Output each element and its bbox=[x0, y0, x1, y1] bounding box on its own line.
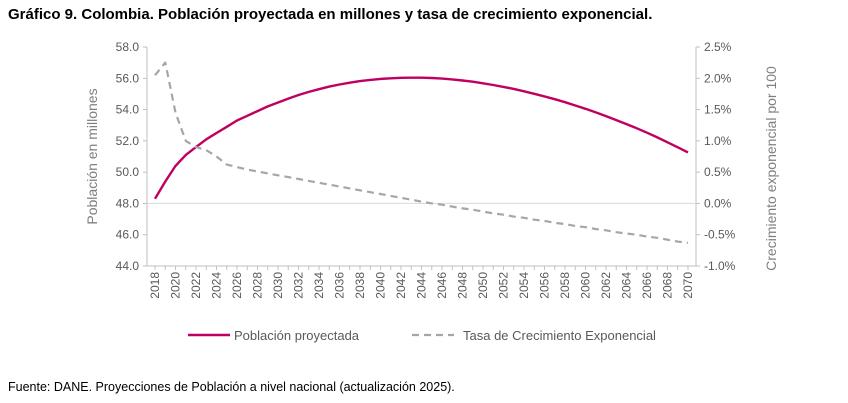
x-tick-label: 2018 bbox=[148, 272, 162, 299]
x-tick-label: 2038 bbox=[353, 272, 367, 299]
source-note: Fuente: DANE. Proyecciones de Población … bbox=[8, 380, 455, 394]
y-left-tick-label: 50.0 bbox=[116, 165, 140, 179]
x-tick-label: 2066 bbox=[640, 272, 654, 299]
growth-rate-line bbox=[154, 61, 689, 244]
y-right-tick-label: -0.5% bbox=[704, 228, 736, 242]
y-right-tick-label: 2.5% bbox=[704, 40, 732, 54]
y-right-tick-label: -1.0% bbox=[704, 259, 736, 273]
x-tick-label: 2064 bbox=[620, 272, 634, 299]
x-tick-label: 2028 bbox=[251, 272, 265, 299]
x-tick-label: 2022 bbox=[189, 272, 203, 299]
y-left-tick-label: 56.0 bbox=[116, 71, 140, 85]
x-tick-label: 2020 bbox=[169, 272, 183, 299]
y-right-tick-label: 0.0% bbox=[704, 196, 732, 210]
x-tick-label: 2036 bbox=[333, 272, 347, 299]
y-right-tick-label: 0.5% bbox=[704, 165, 732, 179]
y-left-tick-label: 58.0 bbox=[116, 40, 140, 54]
legend: Población proyectada Tasa de Crecimiento … bbox=[188, 328, 656, 343]
x-tick-label: 2034 bbox=[312, 272, 326, 299]
x-tick-label: 2026 bbox=[230, 272, 244, 299]
y-left-tick-label: 52.0 bbox=[116, 134, 140, 148]
x-tick-label: 2058 bbox=[558, 272, 572, 299]
x-tick-label: 2030 bbox=[271, 272, 285, 299]
x-tick-label: 2052 bbox=[497, 272, 511, 299]
x-tick-label: 2054 bbox=[517, 272, 531, 299]
chart-title: Gráfico 9. Colombia. Población proyectad… bbox=[8, 6, 653, 23]
x-tick-label: 2068 bbox=[661, 272, 675, 299]
y-left-tick-label: 46.0 bbox=[116, 228, 140, 242]
x-tick-label: 2044 bbox=[415, 272, 429, 299]
x-tick-label: 2040 bbox=[374, 272, 388, 299]
x-tick-label: 2050 bbox=[476, 272, 490, 299]
axes: 44.0 46.0 48.0 50.0 52.0 54.0 56.0 58.0 -1.0% -0.… bbox=[84, 40, 779, 299]
legend-label: Tasa de Crecimiento Exponencial bbox=[463, 328, 656, 343]
y-left-tick-label: 48.0 bbox=[116, 196, 140, 210]
y-right-tick-label: 2.0% bbox=[704, 71, 732, 85]
x-tick-label: 2046 bbox=[435, 272, 449, 299]
population-line bbox=[153, 76, 689, 200]
x-tick-label: 2070 bbox=[681, 272, 695, 299]
x-tick-label: 2024 bbox=[210, 272, 224, 299]
legend-label: Población proyectada bbox=[234, 328, 360, 343]
y-axis-left-title: Población en millones bbox=[84, 88, 100, 224]
series-group bbox=[153, 61, 689, 244]
x-tick-label: 2056 bbox=[538, 272, 552, 299]
y-right-tick-label: 1.5% bbox=[704, 103, 732, 117]
y-left-tick-label: 44.0 bbox=[116, 259, 140, 273]
y-left-tick-label: 54.0 bbox=[116, 103, 140, 117]
x-tick-label: 2060 bbox=[579, 272, 593, 299]
x-tick-label: 2032 bbox=[292, 272, 306, 299]
x-tick-label: 2042 bbox=[394, 272, 408, 299]
x-tick-label: 2048 bbox=[456, 272, 470, 299]
y-right-tick-label: 1.0% bbox=[704, 134, 732, 148]
y-axis-right-title: Crecimiento exponencial por 100 bbox=[763, 66, 779, 271]
x-tick-label: 2062 bbox=[599, 272, 613, 299]
